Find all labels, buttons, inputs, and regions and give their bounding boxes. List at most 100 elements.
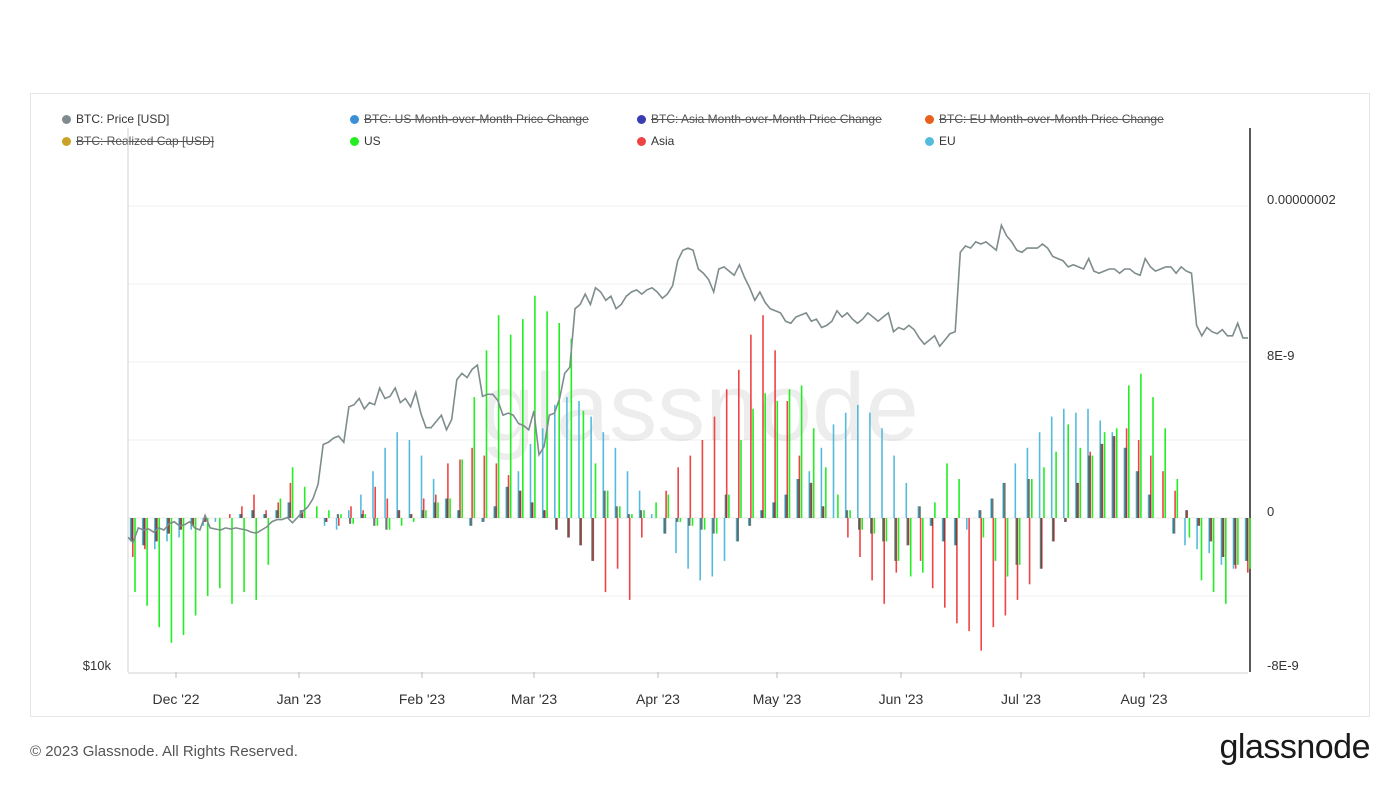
bar-overlap — [845, 510, 849, 518]
bar-eu — [723, 518, 726, 561]
bar-asia — [253, 494, 255, 518]
bar-us — [691, 518, 694, 526]
bar-eu — [1038, 432, 1041, 518]
x-tick-label: Feb '23 — [399, 691, 445, 707]
bar-us — [679, 518, 682, 522]
bar-asia — [677, 467, 679, 518]
bar-overlap — [1003, 482, 1006, 518]
bar-us — [146, 518, 148, 606]
legend-label: BTC: Price [USD] — [76, 112, 170, 126]
bar-asia — [774, 350, 776, 518]
bar-eu — [1099, 420, 1101, 518]
bar-us — [1055, 451, 1057, 518]
bar-eu — [650, 514, 653, 518]
bar-eu — [784, 494, 786, 518]
legend-item-btc-price-usd[interactable]: BTC: Price [USD] — [62, 112, 169, 126]
bar-us — [812, 428, 815, 518]
bar-us — [364, 514, 367, 518]
bar-asia — [701, 440, 704, 518]
bar-overlap — [433, 502, 436, 518]
bar-overlap — [324, 518, 327, 522]
bar-asia — [604, 518, 607, 593]
bar-overlap — [191, 518, 194, 526]
bar-asia — [1004, 518, 1007, 616]
bar-overlap — [494, 506, 497, 518]
bar-eu — [590, 416, 592, 518]
bar-overlap — [239, 514, 243, 518]
legend-item-us[interactable]: US — [350, 134, 381, 148]
bar-us — [1249, 518, 1251, 569]
bar-eu — [1063, 408, 1065, 518]
bar-us — [437, 502, 439, 518]
bar-eu — [1050, 416, 1053, 518]
bar-overlap — [530, 502, 533, 518]
bar-eu — [493, 506, 495, 518]
brand-logo[interactable]: glassnode — [1219, 728, 1370, 766]
bar-overlap — [1209, 518, 1212, 542]
bar-overlap — [252, 510, 255, 518]
bar-eu — [711, 518, 714, 577]
bar-us — [934, 502, 936, 518]
bar-us — [1237, 518, 1239, 565]
bar-eu — [760, 510, 762, 518]
bar-us — [1031, 479, 1033, 518]
bar-overlap — [542, 510, 546, 518]
bar-eu — [420, 455, 423, 518]
bar-eu — [990, 498, 992, 518]
bar-us — [352, 518, 354, 524]
bar-overlap — [1136, 471, 1139, 518]
bar-us — [728, 494, 730, 518]
bar-asia — [992, 518, 995, 628]
bar-asia — [1150, 455, 1152, 518]
y-tick-label-right: 0.00000002 — [1267, 192, 1336, 207]
legend-item-btc-realized-cap-usd[interactable]: BTC: Realized Cap [USD] — [62, 134, 214, 148]
bar-overlap — [736, 518, 739, 542]
bar-overlap — [1015, 518, 1018, 565]
bar-eu — [1087, 408, 1089, 518]
bar-us — [1079, 447, 1082, 518]
bar-overlap — [142, 518, 146, 546]
bar-overlap — [482, 518, 485, 522]
bar-eu — [675, 518, 677, 554]
bar-us — [1043, 467, 1045, 518]
bar-overlap — [130, 518, 133, 542]
bar-asia — [641, 518, 643, 538]
bar-asia — [762, 315, 764, 518]
legend-item-eu[interactable]: EU — [925, 134, 956, 148]
bar-asia — [229, 514, 231, 518]
bar-us — [776, 401, 779, 518]
bar-eu — [529, 443, 532, 518]
bar-us — [279, 498, 282, 518]
price-line — [127, 222, 1248, 544]
chart-frame — [30, 93, 1370, 717]
bar-us — [873, 518, 876, 534]
legend-item-btc-us-month-over-month-price-change[interactable]: BTC: US Month-over-Month Price Change — [350, 112, 589, 126]
bar-overlap — [785, 494, 788, 518]
legend-item-asia[interactable]: Asia — [637, 134, 674, 148]
bar-asia — [1174, 490, 1176, 518]
bar-eu — [1014, 463, 1017, 518]
bar-overlap — [1245, 518, 1248, 561]
bar-eu — [869, 412, 871, 518]
bar-eu — [517, 471, 520, 518]
bar-eu — [917, 506, 920, 518]
bar-us — [134, 518, 136, 593]
bar-overlap — [506, 486, 509, 518]
bar-us — [982, 518, 985, 538]
bar-overlap — [615, 506, 618, 518]
bar-eu — [1147, 494, 1150, 518]
bar-overlap — [918, 506, 921, 518]
bar-eu — [614, 447, 617, 518]
bar-overlap — [748, 518, 752, 526]
legend-item-btc-asia-month-over-month-price-change[interactable]: BTC: Asia Month-over-Month Price Change — [637, 112, 882, 126]
bar-us — [328, 510, 330, 518]
bar-us — [461, 459, 463, 518]
legend-label: BTC: Realized Cap [USD] — [76, 134, 215, 148]
x-tick-label: May '23 — [753, 691, 802, 707]
bar-overlap — [639, 510, 642, 518]
legend-item-btc-eu-month-over-month-price-change[interactable]: BTC: EU Month-over-Month Price Change — [925, 112, 1164, 126]
bar-overlap — [979, 510, 982, 518]
bar-overlap — [761, 510, 764, 518]
bar-us — [388, 518, 391, 530]
bar-asia — [956, 518, 958, 624]
